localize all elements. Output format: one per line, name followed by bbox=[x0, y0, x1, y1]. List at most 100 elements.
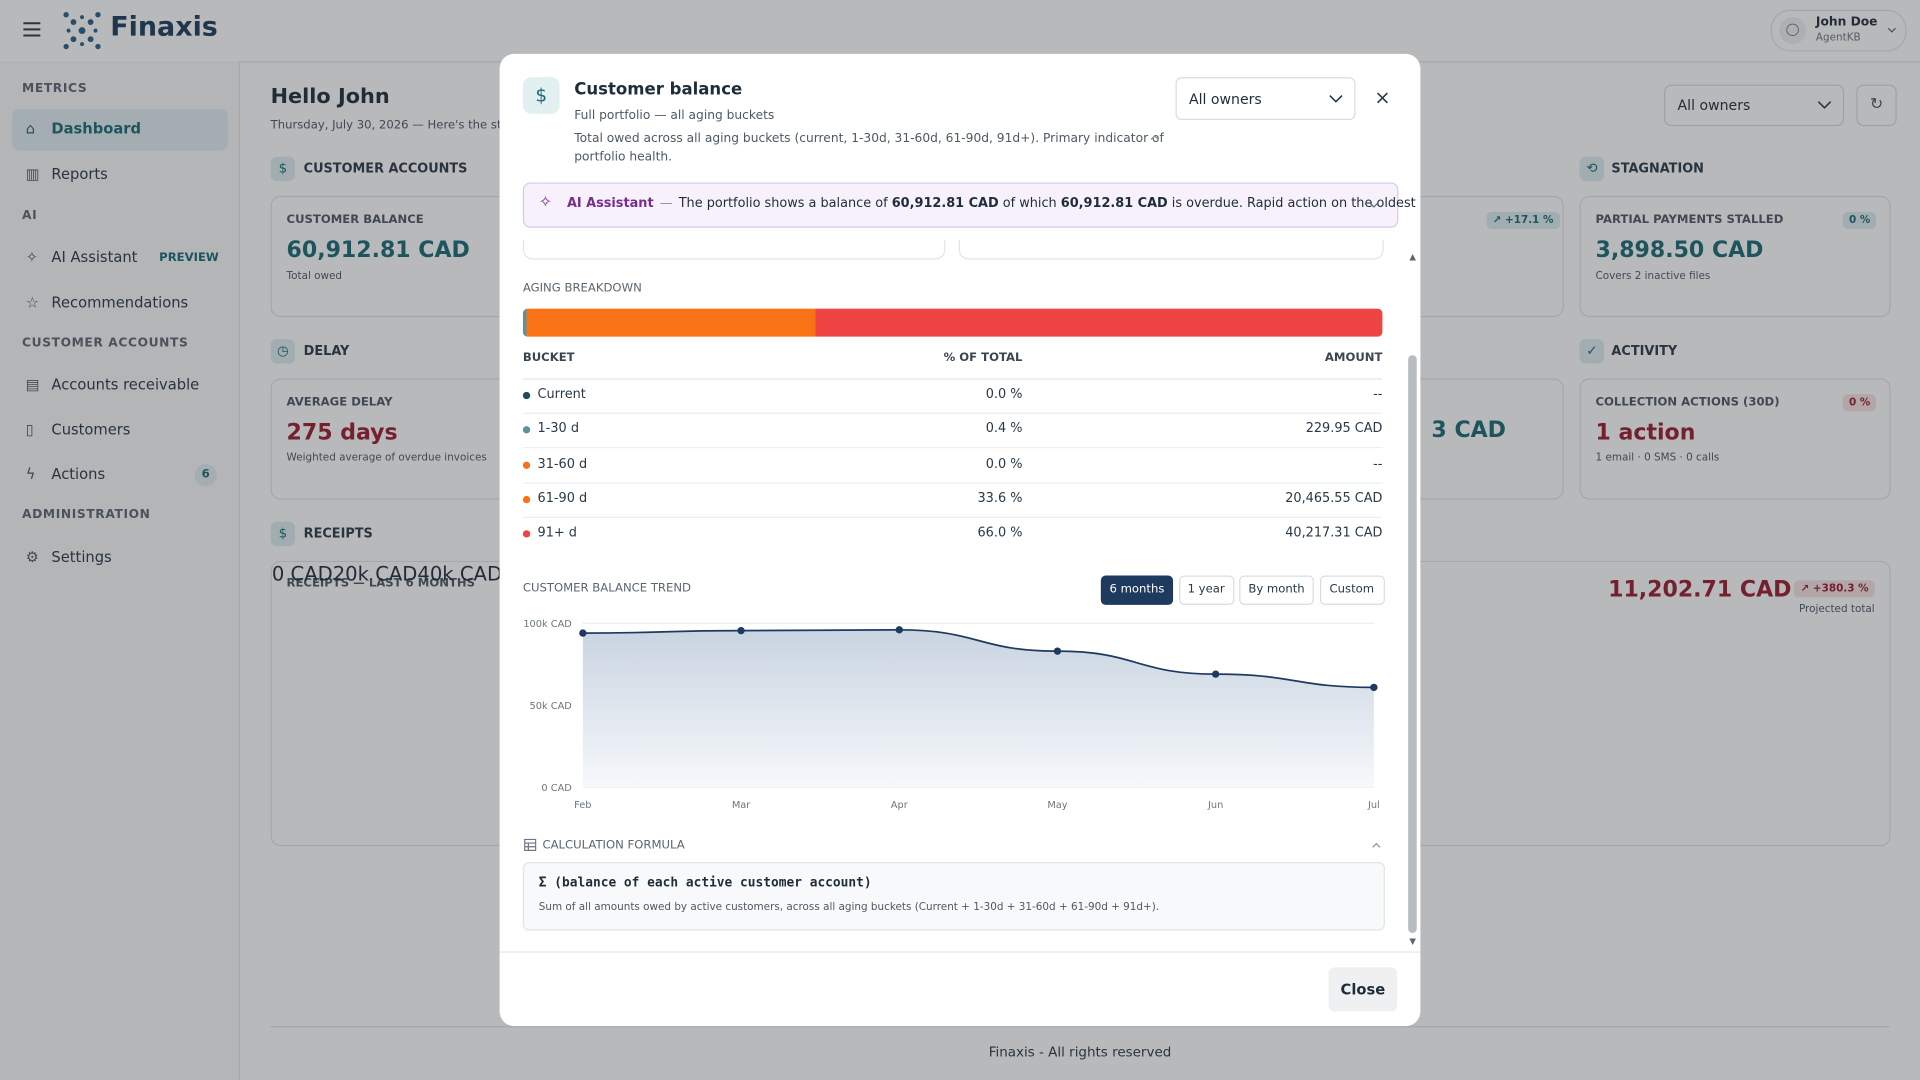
nav-item[interactable]: Accounts receivable bbox=[51, 375, 200, 394]
range-button[interactable]: 6 months bbox=[1100, 575, 1174, 605]
card-badge: 0 % bbox=[1842, 394, 1877, 412]
avatar: ◯ bbox=[1779, 17, 1807, 45]
bucket-amount: 20,465.55 CAD bbox=[1285, 490, 1383, 506]
collapse-icon[interactable] bbox=[1150, 135, 1160, 141]
ai-banner[interactable]: ✧ AI Assistant — The portfolio shows a bal… bbox=[522, 182, 1420, 228]
path bbox=[524, 842, 536, 851]
point bbox=[1212, 670, 1220, 678]
owner-select-value: All owners bbox=[1188, 90, 1262, 108]
card-label: CUSTOMER BALANCE bbox=[286, 213, 424, 227]
circle bbox=[80, 15, 84, 20]
circle bbox=[93, 28, 98, 33]
scrollbar-thumb[interactable] bbox=[1408, 355, 1417, 934]
circle bbox=[95, 12, 101, 18]
path bbox=[1376, 92, 1388, 104]
path bbox=[1372, 842, 1381, 848]
owner-select[interactable]: All owners bbox=[1664, 84, 1845, 127]
summary-card bbox=[958, 240, 1384, 260]
bucket-name: 61-90 d bbox=[537, 490, 588, 506]
chevron bbox=[1369, 202, 1378, 208]
nav-icon: ▥ bbox=[25, 165, 40, 183]
close-icon[interactable] bbox=[1376, 92, 1388, 104]
nav-item[interactable]: Customers bbox=[51, 421, 131, 439]
sidebar: METRICS ⌂ Dashboard ▥ Reports AI ✧ AI Assistant… bbox=[0, 61, 240, 1080]
circle bbox=[80, 42, 84, 47]
user-role: AgentKB bbox=[1815, 31, 1861, 45]
nav-item[interactable]: AI Assistant bbox=[51, 248, 138, 266]
collapse-icon[interactable] bbox=[1371, 842, 1381, 848]
bucket-percent: 0.0 % bbox=[985, 456, 1023, 471]
x-tick-label: Feb bbox=[574, 800, 591, 811]
card-sub: Covers 2 inactive files bbox=[1595, 270, 1711, 283]
card-value: 3,898.50 CAD bbox=[1595, 237, 1764, 264]
nav-icon: ▯ bbox=[25, 421, 34, 439]
top-bar: Finaxis ◯ John Doe AgentKB bbox=[0, 0, 1920, 63]
x-tick-label: Mar bbox=[732, 800, 751, 811]
section-title: ACTIVITY bbox=[1611, 344, 1678, 359]
modal-title: Customer balance bbox=[574, 79, 743, 100]
range-buttons: 6 months 1 year By month Custom bbox=[1100, 575, 1385, 605]
x-tick-label: Apr bbox=[891, 800, 909, 811]
table-header: BUCKET bbox=[522, 351, 575, 365]
nav-item[interactable]: Settings bbox=[51, 548, 112, 566]
section-icon: $ bbox=[270, 521, 296, 547]
point bbox=[579, 629, 587, 637]
section-title: STAGNATION bbox=[1611, 161, 1704, 177]
footer-divider bbox=[270, 1026, 1890, 1028]
menu-icon[interactable] bbox=[23, 22, 41, 37]
kpi-card[interactable]: PARTIAL PAYMENTS STALLED 0 % 3,898.50 CA… bbox=[1579, 195, 1891, 318]
chevron bbox=[1817, 101, 1832, 109]
nav-item[interactable]: Actions bbox=[51, 465, 106, 483]
formula-icon bbox=[524, 838, 537, 852]
close-button[interactable]: Close bbox=[1328, 967, 1398, 1012]
trend-title: CUSTOMER BALANCE TREND bbox=[522, 581, 692, 596]
section-icon: $ bbox=[270, 156, 296, 182]
card-badge: ↗ +380.3 % bbox=[1794, 580, 1875, 598]
modal-icon: $ bbox=[522, 77, 560, 114]
nav-item[interactable]: Recommendations bbox=[51, 293, 189, 312]
chevron bbox=[1329, 94, 1343, 103]
trend-chart: 0 CAD 50k CAD 100k CAD Feb Mar Apr May Jun Jul bbox=[523, 619, 1379, 811]
y-tick-label: 0 CAD bbox=[271, 562, 333, 586]
y-tick-label: 50k CAD bbox=[530, 701, 572, 712]
card-sub: 1 email · 0 SMS · 0 calls bbox=[1595, 451, 1720, 465]
circle bbox=[63, 12, 69, 18]
range-button[interactable]: Custom bbox=[1319, 575, 1385, 605]
nav-active-bg bbox=[12, 108, 228, 151]
nav-item[interactable]: Reports bbox=[51, 165, 108, 183]
range-button[interactable]: 1 year bbox=[1178, 575, 1234, 605]
g bbox=[63, 12, 101, 50]
user-menu[interactable]: ◯ John Doe AgentKB bbox=[1770, 9, 1907, 52]
card-value: 1 action bbox=[1595, 420, 1696, 446]
path bbox=[1329, 94, 1343, 103]
date-line: Thursday, July 30, 2026 — Here's the st bbox=[270, 118, 502, 133]
kpi-card[interactable]: COLLECTION ACTIONS (30D) 0 % 1 action 1 … bbox=[1579, 378, 1891, 500]
chevron bbox=[1887, 27, 1896, 33]
card-label: COLLECTION ACTIONS (30D) bbox=[1595, 395, 1780, 409]
modal-description: Total owed across all aging buckets (cur… bbox=[574, 132, 1164, 165]
aging-segment bbox=[815, 308, 1383, 337]
bucket-name: 1-30 d bbox=[537, 421, 579, 437]
owner-select[interactable]: All owners bbox=[1175, 77, 1356, 120]
logo-icon bbox=[63, 12, 101, 50]
footer: Finaxis - All rights reserved bbox=[988, 1044, 1172, 1061]
ai-label: AI Assistant bbox=[566, 195, 654, 211]
card-value: 275 days bbox=[286, 420, 398, 446]
scroll-down[interactable]: ▼ bbox=[1409, 936, 1416, 947]
card-badge: ↗ +17.1 % bbox=[1486, 211, 1560, 229]
bucket-percent: 66.0 % bbox=[977, 525, 1023, 541]
y-tick-label: 100k CAD bbox=[523, 619, 572, 630]
bucket-amount: 229.95 CAD bbox=[1305, 421, 1383, 437]
ai-segment: The portfolio shows a balance of bbox=[678, 195, 892, 211]
nav-section: CUSTOMER ACCOUNTS bbox=[22, 336, 189, 351]
point bbox=[737, 626, 745, 635]
table-header: % OF TOTAL bbox=[943, 351, 1023, 365]
range-button[interactable]: By month bbox=[1239, 575, 1314, 605]
scroll-up[interactable]: ▲ bbox=[1409, 252, 1416, 263]
ai-icon: ✧ bbox=[538, 193, 553, 212]
refresh-button[interactable]: ↻ bbox=[1856, 84, 1897, 127]
nav-item[interactable]: Dashboard bbox=[51, 120, 142, 138]
modal-footer-divider bbox=[499, 951, 1421, 953]
bucket-name: Current bbox=[537, 386, 586, 402]
